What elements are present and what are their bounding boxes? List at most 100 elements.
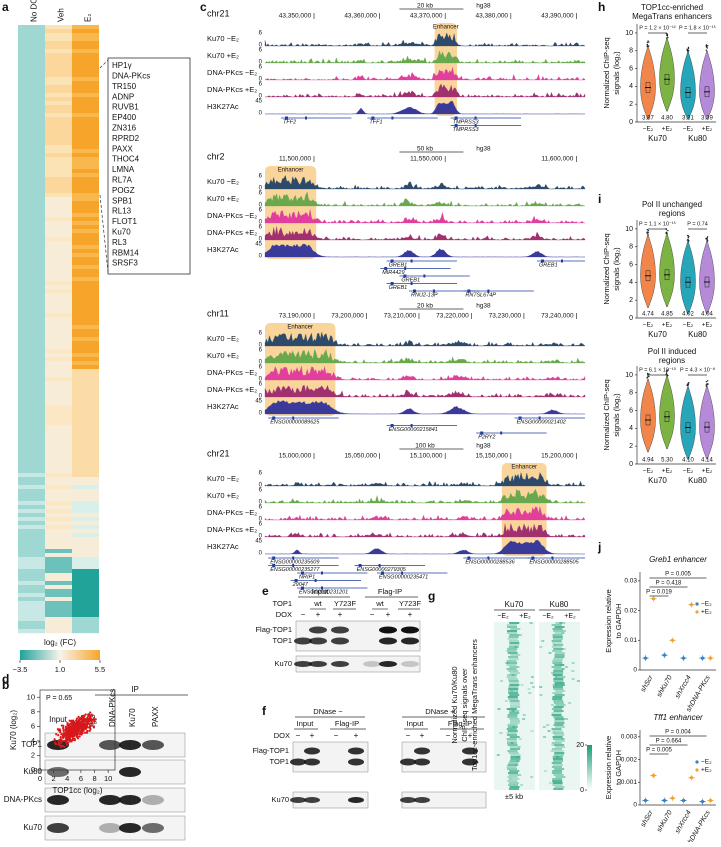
heatmap-cell (18, 293, 45, 298)
heatmap-signal (552, 692, 563, 694)
enhancer-label: Enhancer (433, 25, 459, 31)
exon (294, 579, 298, 582)
exon (518, 416, 522, 420)
gene-label: ENSG00000235471 (379, 574, 428, 580)
heatmap-cell (72, 169, 99, 174)
heatmap-cell (18, 361, 45, 366)
scatter-dot (75, 726, 79, 729)
scatter-dot (61, 733, 65, 737)
heatmap-cell (45, 617, 72, 622)
x-tick-label: 6 (79, 774, 83, 783)
heatmap-cell (72, 249, 99, 254)
heatmap-signal (562, 630, 566, 632)
heatmap-cell (72, 561, 99, 566)
heatmap-signal (529, 622, 533, 624)
heatmap-row (494, 674, 535, 676)
track-label: H3K27Ac (207, 102, 239, 111)
violin (680, 240, 696, 315)
heatmap-cell (72, 213, 99, 218)
heatmap-cell (18, 65, 45, 70)
heatmap-signal (552, 642, 563, 644)
heatmap-signal (509, 700, 520, 702)
scatter-dot (77, 728, 80, 731)
scatter-dot (71, 734, 74, 738)
y-axis-label: ChIP-seq signals over (460, 668, 469, 742)
heatmap-cell (72, 425, 99, 430)
heatmap-signal (507, 780, 518, 782)
heatmap-cell (45, 313, 72, 318)
scatter-dot (73, 733, 76, 736)
heatmap-cell (45, 261, 72, 266)
heatmap-cell (45, 249, 72, 254)
data-dot (670, 638, 675, 642)
heatmap-signal (554, 768, 565, 770)
heatmap-cell (18, 553, 45, 558)
heatmap-cell (18, 389, 45, 394)
panel-letter: g (428, 589, 435, 603)
scatter-dot (66, 721, 69, 725)
heatmap-cell (18, 465, 45, 470)
heatmap-cell (45, 57, 72, 62)
y-tick-label: 8 (31, 707, 35, 716)
heatmap-cell (18, 573, 45, 578)
heatmap-cell (18, 329, 45, 334)
p-value: P = 0.004 (665, 730, 691, 736)
y-tick-label: 0.03 (624, 578, 637, 585)
exon (301, 586, 304, 590)
heatmap-signal (539, 694, 543, 696)
heatmap-cell (72, 149, 99, 154)
plot-frame (39, 689, 116, 771)
scatter-dot (72, 719, 75, 722)
heatmap-cell (45, 213, 72, 218)
heatmap-signal (507, 716, 518, 718)
plot-title: TOP1cc-enriched (641, 3, 703, 12)
track-label: Ku70 +E₂ (207, 351, 239, 360)
heatmap-cell (72, 173, 99, 178)
heatmap-cell (18, 165, 45, 170)
heatmap-cell (72, 225, 99, 230)
heatmap-cell (45, 501, 72, 506)
legend-tick-label: 5.5 (95, 665, 105, 674)
data-dot (662, 798, 667, 803)
heatmap-cell (18, 177, 45, 182)
heatmap-cell (72, 33, 99, 38)
scatter-dot (53, 738, 56, 741)
label: ±5 kb (505, 792, 523, 801)
label: Y723F (399, 599, 422, 608)
heatmap-cell (18, 149, 45, 154)
label: − (334, 731, 339, 740)
blot-band (119, 823, 141, 833)
exon (314, 579, 317, 582)
blot-band (294, 637, 312, 645)
plot-title: regions (659, 356, 685, 365)
heatmap-row (539, 650, 580, 652)
gene-label: ENSG00000089625 (270, 419, 320, 425)
violin (640, 234, 656, 308)
heatmap-row (494, 706, 535, 708)
column-label: No DOX (30, 0, 39, 22)
heatmap-cell (72, 617, 99, 622)
data-dot (700, 656, 705, 660)
heatmap-signal (508, 782, 519, 784)
heatmap-signal (552, 634, 563, 636)
heatmap-cell (45, 393, 72, 398)
blot-band (400, 797, 416, 803)
heatmap-cell (72, 265, 99, 270)
heatmap-cell (45, 533, 72, 538)
heatmap-signal (504, 700, 508, 702)
heatmap-cell (18, 505, 45, 510)
label: + (468, 731, 473, 740)
signal-track (264, 523, 586, 538)
heatmap-cell (18, 121, 45, 126)
heatmap-signal (552, 650, 563, 652)
x-tick-label: 2 (52, 774, 56, 783)
heatmap-cell (18, 461, 45, 466)
heatmap-signal (571, 678, 575, 680)
heatmap-row (494, 658, 535, 660)
label: + (316, 610, 321, 619)
y-tick-label: 8 (629, 390, 633, 397)
heatmap-cell (72, 241, 99, 246)
heatmap-cell (72, 501, 99, 506)
heatmap-cell (18, 377, 45, 382)
heatmap-cell (72, 97, 99, 102)
